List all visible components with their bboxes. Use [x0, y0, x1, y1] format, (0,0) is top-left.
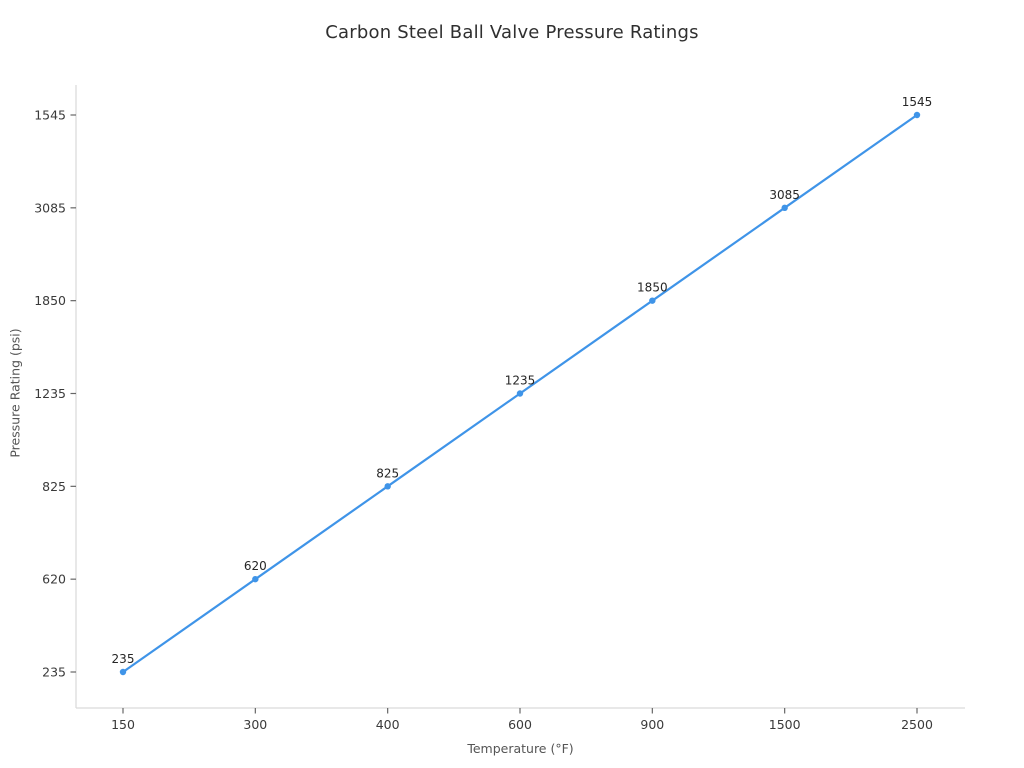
data-point-label: 3085 [769, 188, 800, 202]
x-tick-label: 400 [376, 717, 400, 732]
x-axis-title: Temperature (°F) [467, 741, 574, 756]
data-point-label: 1545 [902, 95, 933, 109]
data-point-label: 1850 [637, 281, 668, 295]
x-tick-label: 1500 [769, 717, 801, 732]
x-tick-label: 150 [111, 717, 135, 732]
y-tick-label: 825 [42, 479, 66, 494]
y-tick-label: 235 [42, 665, 66, 680]
data-point-label: 235 [112, 652, 135, 666]
x-tick-label: 600 [508, 717, 532, 732]
data-point-marker [781, 204, 788, 212]
data-point-label: 825 [376, 466, 399, 480]
y-tick-label: 620 [42, 572, 66, 587]
data-point-marker [384, 483, 391, 490]
y-tick-label: 1850 [34, 293, 66, 308]
data-point-marker [252, 575, 259, 583]
data-point-label: 1235 [505, 374, 536, 388]
x-tick-label: 300 [243, 717, 267, 732]
x-tick-label: 900 [640, 717, 664, 732]
data-point-marker [913, 111, 921, 119]
data-point-marker [649, 297, 656, 304]
data-point-marker [119, 668, 127, 676]
data-point-marker [516, 390, 524, 397]
y-tick-label: 1545 [34, 108, 66, 123]
y-axis-title: Pressure Rating (psi) [7, 328, 23, 458]
x-tick-label: 2500 [901, 717, 933, 732]
chart-title: Carbon Steel Ball Valve Pressure Ratings [325, 22, 699, 43]
data-point-label: 620 [244, 559, 267, 573]
y-tick-label: 3085 [34, 200, 66, 215]
y-tick-label: 1235 [34, 386, 66, 401]
